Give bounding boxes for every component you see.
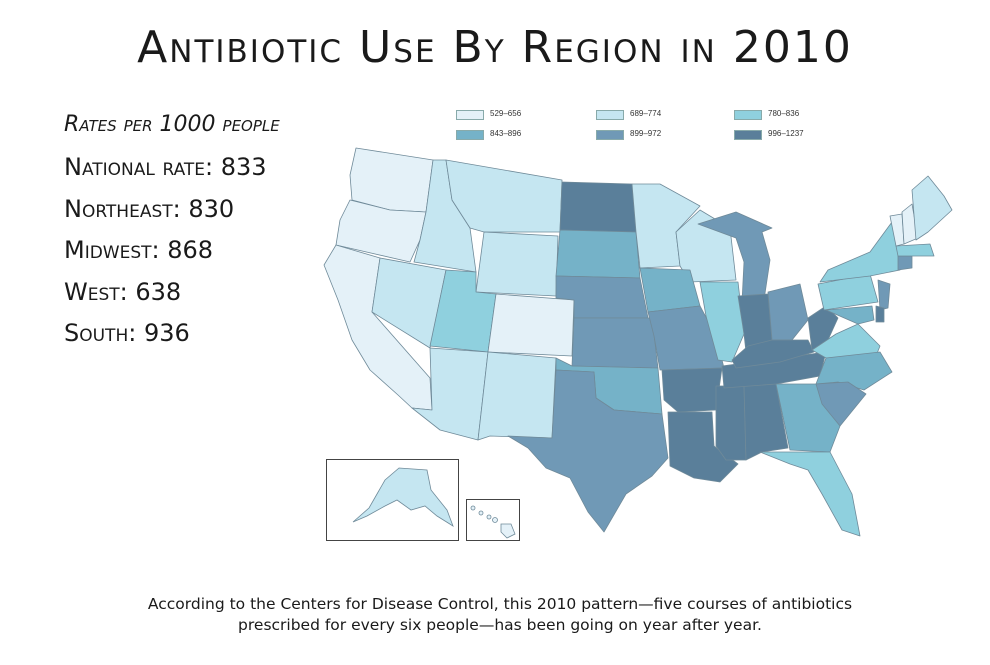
stat-south: South: 936 [64,319,190,347]
legend-label: 899–972 [630,129,662,138]
legend-swatch [596,130,624,140]
state-florida [759,451,861,537]
state-illinois [699,281,745,363]
state-alaska [352,467,454,527]
hawaii-island [470,505,476,511]
map-legend: 529–656 689–774 780–836 843–896 899–972 … [456,108,876,148]
us-map [323,147,953,537]
state-arkansas [661,367,723,413]
alaska-inset [326,459,459,541]
caption-line-1: According to the Centers for Disease Con… [147,595,853,613]
stats-subtitle: Rates per 1000 people [64,112,280,137]
state-oregon [335,199,427,263]
state-ohio [767,283,809,341]
state-kentucky [731,339,815,369]
legend-swatch [734,110,762,120]
caption-line-2: prescribed for every six people—has been… [238,616,762,634]
legend-swatch [456,110,484,120]
state-maryland [825,305,875,325]
legend-swatch [734,130,762,140]
state-new-york [819,221,901,283]
state-colorado [487,293,575,357]
hawaii-island [478,510,484,516]
state-texas [507,369,669,533]
hawaii-island [492,517,498,523]
legend-label: 996–1237 [768,129,804,138]
state-delaware [875,305,885,323]
state-north-dakota [559,181,637,233]
state-new-mexico [477,351,557,441]
page-title: Antibiotic Use By Region in 2010 [137,22,853,73]
state-michigan [697,211,773,303]
state-mississippi [715,385,747,461]
state-washington [349,147,434,213]
stat-west: West: 638 [64,277,182,306]
state-georgia [775,383,841,453]
legend-swatch [596,110,624,120]
state-new-jersey [877,279,891,311]
legend-swatch [456,130,484,140]
stat-midwest: Midwest: 868 [64,236,214,264]
hawaii-island [486,514,492,520]
legend-label: 529–656 [490,109,522,118]
state-south-dakota [555,229,641,279]
state-west-virginia [807,305,839,351]
stat-northeast: Northeast: 830 [64,194,235,223]
state-louisiana [667,411,739,483]
stat-national: National rate: 833 [64,153,267,181]
caption: According to the Centers for Disease Con… [120,594,880,636]
state-tennessee [721,351,827,389]
state-maine [911,175,953,241]
hawaii-inset [466,499,520,541]
legend-label: 843–896 [490,129,522,138]
state-massachusetts [895,243,935,257]
legend-label: 780–836 [768,109,800,118]
hawaii-big-island [500,523,516,539]
stats-panel: Rates per 1000 people National rate: 833… [64,112,364,355]
state-iowa [639,267,701,313]
state-kansas [571,317,659,369]
state-connecticut [897,255,913,271]
state-wyoming [475,231,559,297]
legend-label: 689–774 [630,109,662,118]
